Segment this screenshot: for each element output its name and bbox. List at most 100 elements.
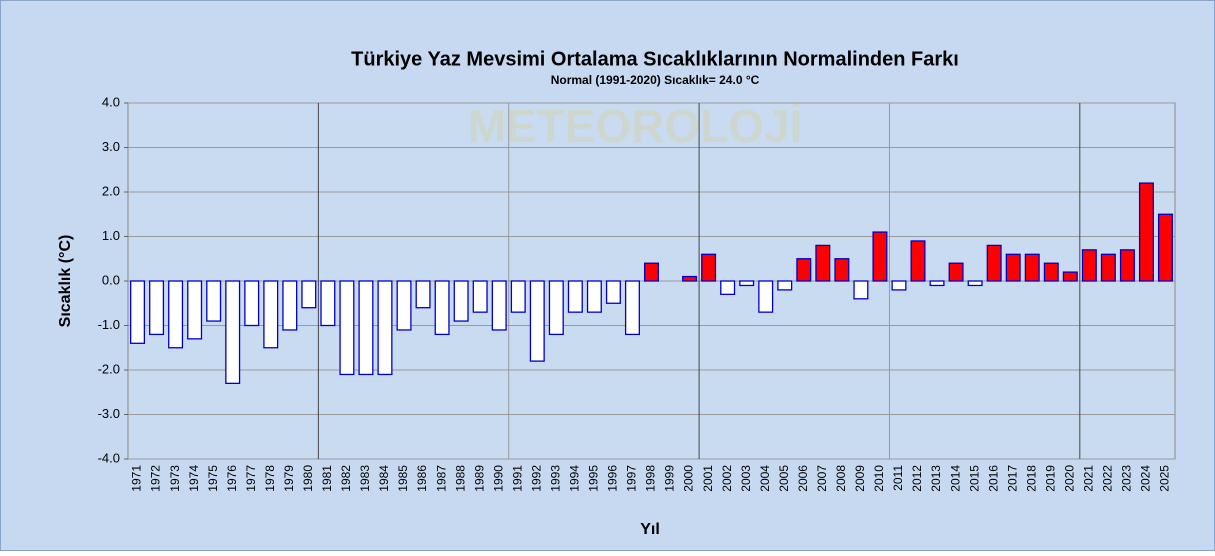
x-tick-label: 1993 — [548, 465, 562, 492]
x-tick-label: 2005 — [777, 465, 791, 492]
bar — [1024, 253, 1040, 282]
bar — [739, 280, 755, 287]
bar — [567, 280, 583, 313]
x-tick-label: 1984 — [377, 465, 391, 492]
x-tick-label: 1997 — [625, 465, 639, 492]
x-axis-label: Yıl — [640, 521, 660, 538]
x-tick-label: 2010 — [872, 465, 886, 492]
bar — [130, 280, 146, 344]
y-tick-label: -4.0 — [98, 450, 120, 465]
bar — [701, 253, 717, 282]
bar — [720, 280, 736, 296]
bar — [796, 258, 812, 282]
x-tick-label: 2017 — [1005, 465, 1019, 492]
bar — [168, 280, 184, 349]
bar — [282, 280, 298, 331]
bar — [225, 280, 241, 384]
x-tick-label: 1972 — [149, 465, 163, 492]
bar — [396, 280, 412, 331]
x-tick-label: 1990 — [491, 465, 505, 492]
x-tick-label: 1995 — [587, 465, 601, 492]
x-tick-label: 2012 — [910, 465, 924, 492]
x-tick-label: 1985 — [396, 465, 410, 492]
bar — [358, 280, 374, 376]
y-tick-label: -2.0 — [98, 361, 120, 376]
x-tick-label: 1971 — [130, 465, 144, 492]
y-tick-label: -1.0 — [98, 317, 120, 332]
x-tick-label: 1982 — [339, 465, 353, 492]
bar — [510, 280, 526, 313]
x-tick-label: 2003 — [739, 465, 753, 492]
bar — [529, 280, 545, 362]
chart-subtitle: Normal (1991-2020) Sıcaklık= 24.0 °C — [551, 73, 760, 87]
x-tick-label: 2006 — [796, 465, 810, 492]
x-tick-label: 1999 — [663, 465, 677, 492]
bar — [1062, 271, 1078, 282]
x-tick-label: 2000 — [682, 465, 696, 492]
bar — [682, 275, 698, 282]
x-tick-label: 1983 — [358, 465, 372, 492]
x-tick-label: 1976 — [225, 465, 239, 492]
bar — [472, 280, 488, 313]
x-tick-label: 2001 — [701, 465, 715, 492]
bar — [1119, 249, 1135, 282]
bar — [263, 280, 279, 349]
y-tick-label: 3.0 — [102, 139, 120, 154]
chart-title: Türkiye Yaz Mevsimi Ortalama Sıcaklıklar… — [351, 48, 959, 70]
x-tick-label: 1980 — [301, 465, 315, 492]
y-tick-label: -3.0 — [98, 406, 120, 421]
x-tick-label: 2016 — [986, 465, 1000, 492]
bar — [453, 280, 469, 322]
bar — [777, 280, 793, 291]
y-axis-label: Sıcaklık (°C) — [57, 235, 74, 328]
bar — [1081, 249, 1097, 282]
bar — [1157, 213, 1173, 282]
x-tick-label: 2014 — [948, 465, 962, 492]
bar — [758, 280, 774, 313]
bar — [948, 262, 964, 282]
x-tick-label: 1989 — [472, 465, 486, 492]
bar — [301, 280, 317, 309]
x-tick-label: 2024 — [1139, 465, 1153, 492]
watermark: METEOROLOJİ — [468, 100, 803, 152]
bar — [187, 280, 203, 340]
x-tick-label: 1986 — [415, 465, 429, 492]
x-tick-label: 1974 — [187, 465, 201, 492]
x-tick-label: 2018 — [1024, 465, 1038, 492]
x-tick-label: 2011 — [891, 465, 905, 491]
bar — [967, 280, 983, 287]
bar — [891, 280, 907, 291]
x-tick-label: 2022 — [1101, 465, 1115, 492]
bar — [1043, 262, 1059, 282]
x-tick-label: 2019 — [1043, 465, 1057, 492]
bar — [377, 280, 393, 376]
x-tick-label: 2008 — [834, 465, 848, 492]
x-tick-label: 1975 — [206, 465, 220, 492]
x-tick-label: 1998 — [644, 465, 658, 492]
bar — [586, 280, 602, 313]
x-tick-label: 1973 — [168, 465, 182, 492]
bar — [834, 258, 850, 282]
x-tick-label: 1981 — [320, 465, 334, 492]
x-tick-label: 2021 — [1082, 465, 1096, 492]
bar — [929, 280, 945, 287]
y-tick-label: 1.0 — [102, 228, 120, 243]
bar — [853, 280, 869, 300]
bar — [1005, 253, 1021, 282]
x-tick-label: 1977 — [244, 465, 258, 492]
bar — [605, 280, 621, 304]
y-tick-label: 2.0 — [102, 183, 120, 198]
x-tick-label: 2007 — [815, 465, 829, 492]
bar — [434, 280, 450, 336]
x-tick-label: 1988 — [453, 465, 467, 492]
x-tick-label: 2009 — [853, 465, 867, 492]
bar — [415, 280, 431, 309]
bar — [149, 280, 165, 336]
x-tick-label: 2015 — [967, 465, 981, 492]
x-tick-label: 1978 — [263, 465, 277, 492]
bar — [910, 240, 926, 282]
bar — [206, 280, 222, 322]
x-tick-label: 2020 — [1062, 465, 1076, 492]
x-tick-label: 2013 — [929, 465, 943, 492]
